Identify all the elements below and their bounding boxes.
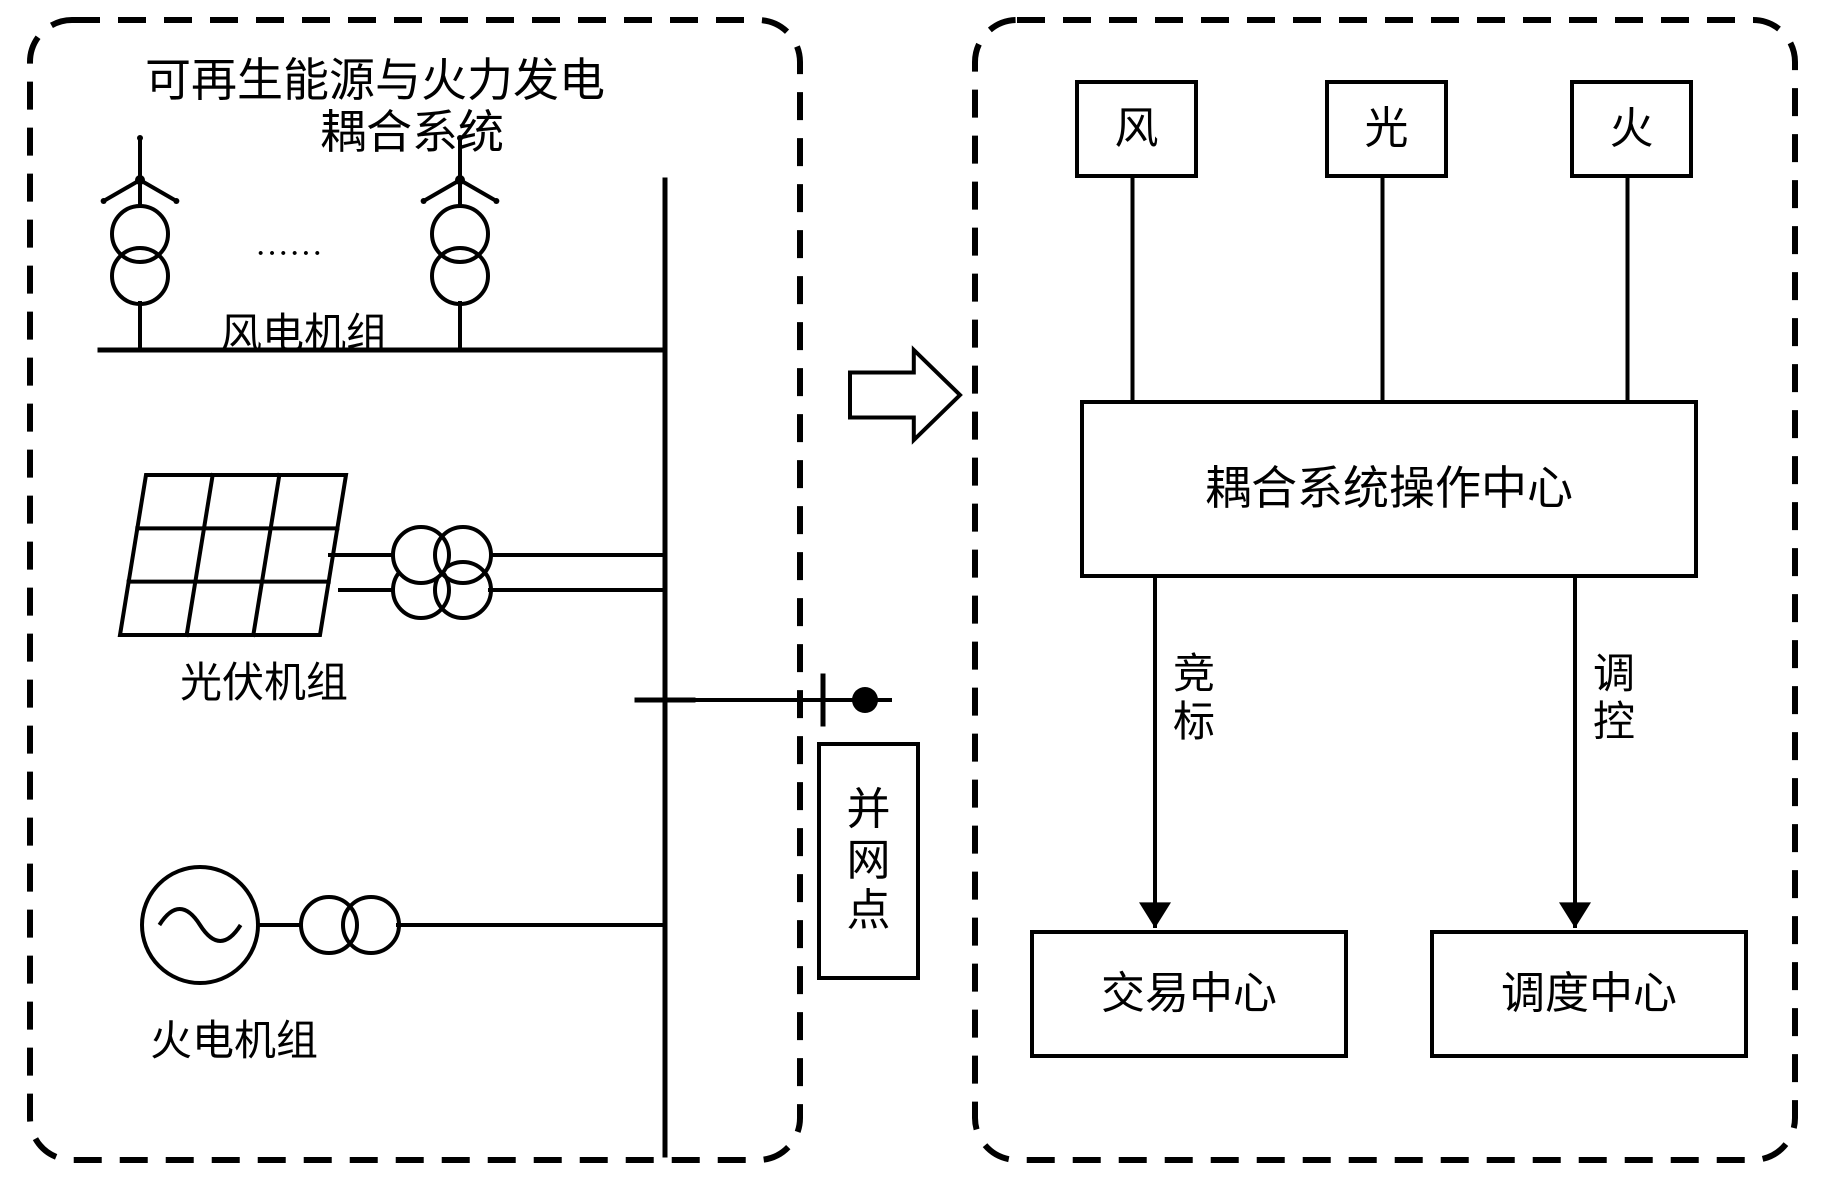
arrow-label-0-2: 标 xyxy=(1173,688,1215,749)
pv-units-label: 光伏机组 xyxy=(180,649,348,710)
source-box-2: 火 xyxy=(1570,80,1693,178)
wind-units-label: 风电机组 xyxy=(220,300,388,361)
arrow-label-1-2: 控 xyxy=(1593,688,1635,749)
coupling-center-box: 耦合系统操作中心 xyxy=(1080,400,1698,578)
source-box-1: 光 xyxy=(1325,80,1448,178)
bottom-box-0: 交易中心 xyxy=(1030,930,1348,1058)
left-title-line2: 耦合系统 xyxy=(320,96,504,162)
pcc-box: 并网点 xyxy=(817,742,920,980)
bottom-box-1: 调度中心 xyxy=(1430,930,1748,1058)
wind-ellipsis: ······ xyxy=(255,235,323,273)
thermal-units-label: 火电机组 xyxy=(150,1007,318,1068)
source-box-0: 风 xyxy=(1075,80,1198,178)
